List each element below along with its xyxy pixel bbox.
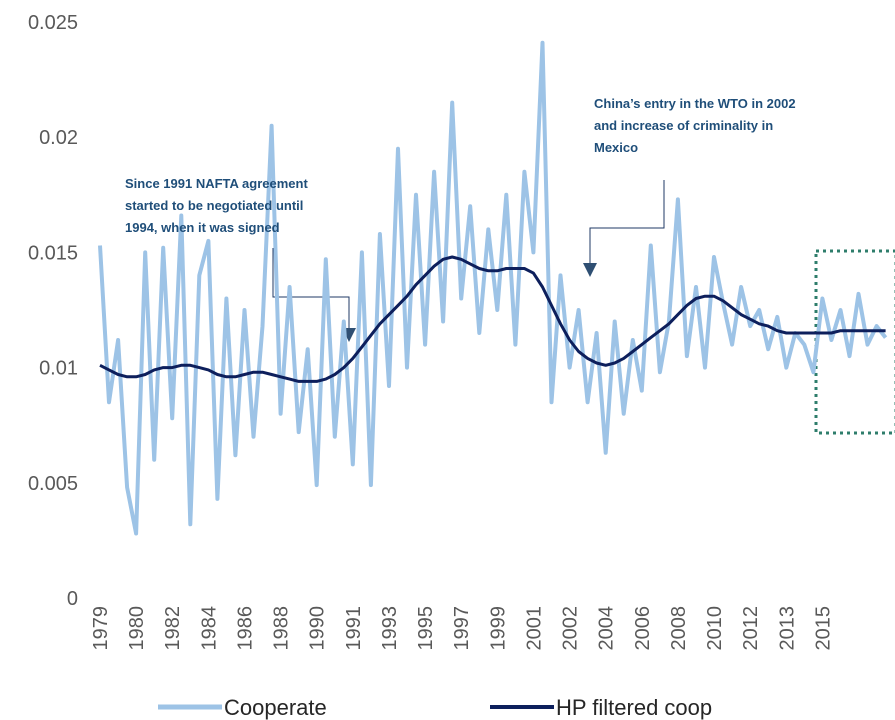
x-tick-label: 2010 [704, 606, 726, 651]
annotation: and increase of criminality in [594, 118, 773, 133]
y-tick-label: 0.005 [28, 473, 78, 495]
annotation: Since 1991 NAFTA agreement [125, 176, 308, 191]
y-tick-label: 0.015 [28, 242, 78, 264]
x-tick-label: 1995 [415, 606, 437, 651]
series-line [99, 255, 886, 383]
y-tick-label: 0.01 [39, 358, 78, 380]
x-tick-label: 2006 [632, 606, 654, 651]
arrow [589, 180, 665, 265]
x-tick-label: 2008 [668, 606, 690, 651]
x-tick-label: 1982 [162, 606, 184, 651]
legend-label: HP filtered coop [556, 695, 712, 720]
x-tick-label: 1986 [234, 606, 256, 651]
series-line [98, 40, 888, 536]
x-tick-label: 2001 [523, 606, 545, 651]
annotation: 1994, when it was signed [125, 220, 280, 235]
legend-label: Cooperate [224, 695, 327, 720]
x-tick-label: 1990 [307, 606, 329, 651]
x-tick-label: 1984 [198, 606, 220, 651]
y-tick-label: 0 [67, 588, 78, 610]
x-tick-label: 1993 [379, 606, 401, 651]
annotation-arrows [272, 180, 665, 330]
annotation: Mexico [594, 140, 638, 155]
x-tick-label: 2002 [560, 606, 582, 651]
x-tick-label: 1991 [343, 606, 365, 651]
annotation: started to be negotiated until [125, 198, 303, 213]
x-tick-label: 1999 [487, 606, 509, 651]
x-tick-label: 1997 [451, 606, 473, 651]
x-tick-label: 1979 [90, 606, 112, 651]
x-tick-label: 1988 [271, 606, 293, 651]
x-tick-label: 2013 [776, 606, 798, 651]
highlight-box [814, 249, 895, 435]
x-tick-label: 1980 [126, 606, 148, 651]
arrow [272, 248, 350, 330]
annotation: China’s entry in the WTO in 2002 [594, 96, 796, 111]
x-tick-label: 2015 [812, 606, 834, 651]
x-tick-label: 2012 [740, 606, 762, 651]
y-tick-label: 0.02 [39, 127, 78, 149]
x-tick-label: 2004 [596, 606, 618, 651]
arrow-head [583, 263, 597, 277]
y-tick-label: 0.025 [28, 12, 78, 34]
